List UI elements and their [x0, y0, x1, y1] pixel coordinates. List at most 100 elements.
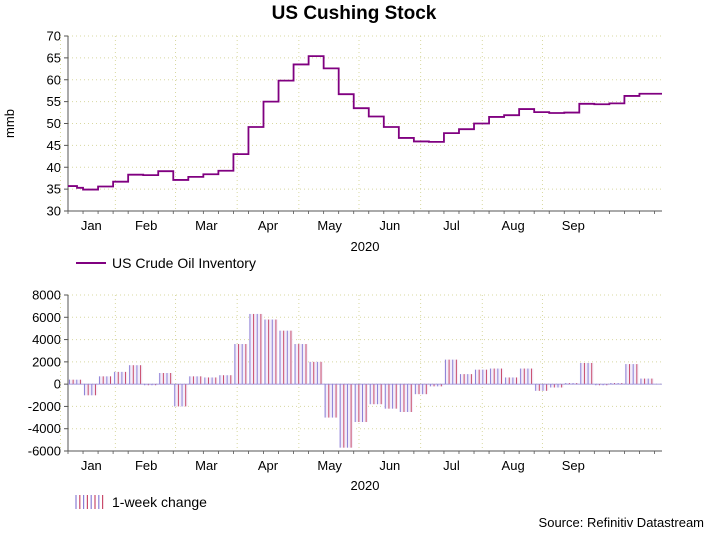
- bar-body: [444, 359, 459, 385]
- x-tick-label: Jun: [379, 458, 400, 473]
- bar: [459, 374, 474, 385]
- bar: [233, 344, 248, 385]
- y-tick-label: 6000: [32, 310, 61, 325]
- x-tick-label: Jan: [81, 218, 102, 233]
- bar-body: [609, 383, 624, 385]
- y-tick-label: 30: [47, 204, 61, 219]
- y-tick-label: 45: [47, 138, 61, 153]
- bar: [113, 371, 128, 385]
- inventory-line-panel: 30 35 40 45 50 55 60 65 70 Jan Feb Mar Apr May Jun Jul A…: [2, 29, 662, 271]
- bar-body: [294, 344, 308, 385]
- x-tick-label: Mar: [195, 458, 218, 473]
- bar-body: [83, 384, 98, 396]
- bar-body: [639, 378, 654, 385]
- bar: [188, 376, 203, 385]
- y-tick-label: -6000: [28, 444, 61, 459]
- bar-body: [564, 383, 579, 385]
- bar: [83, 384, 98, 396]
- bar-body: [579, 362, 594, 385]
- bar: [263, 319, 278, 385]
- y-tick-label: -2000: [28, 399, 61, 414]
- bar: [98, 376, 113, 385]
- bar: [579, 362, 594, 385]
- bar-body: [143, 384, 158, 386]
- bar: [369, 384, 383, 405]
- y-tick-label: 0: [54, 377, 61, 392]
- bar-body: [549, 384, 564, 388]
- bar-body: [98, 376, 113, 385]
- bar: [384, 384, 399, 409]
- x-tick-label: Apr: [258, 458, 279, 473]
- x-tick-label: Sep: [562, 458, 585, 473]
- bar-body: [429, 384, 444, 387]
- bar-body: [248, 313, 263, 385]
- bar-body: [339, 384, 353, 448]
- inventory-series-line: [68, 55, 662, 191]
- bar-body: [309, 361, 323, 385]
- bar-body: [128, 365, 143, 385]
- x-tick-label: May: [317, 458, 342, 473]
- bar: [639, 378, 654, 385]
- bar-body: [158, 373, 173, 385]
- x-tick-label: Feb: [135, 218, 157, 233]
- legend-label: 1-week change: [112, 494, 207, 510]
- y-tick-label: 4000: [32, 332, 61, 347]
- x-tick-label: Feb: [135, 458, 157, 473]
- legend-bar-swatch: [75, 495, 104, 509]
- bar-body: [233, 344, 248, 385]
- bar: [489, 368, 504, 385]
- x-tick-label: Jan: [81, 458, 102, 473]
- bar-body: [188, 376, 203, 385]
- x-tick-label: Mar: [195, 218, 218, 233]
- bar-body: [218, 375, 233, 385]
- bar-body: [173, 384, 188, 407]
- bar: [624, 364, 639, 385]
- bar: [279, 330, 293, 385]
- x-tick-label: Jul: [443, 218, 460, 233]
- bar-body: [279, 330, 293, 385]
- bar: [68, 379, 83, 385]
- bar-body: [263, 319, 278, 385]
- bar: [128, 365, 143, 385]
- bar: [504, 377, 519, 385]
- bar-body: [369, 384, 383, 405]
- bar: [534, 384, 549, 391]
- bar: [294, 344, 308, 385]
- x-tick-label: Jul: [443, 458, 460, 473]
- bar: [519, 368, 534, 385]
- bar: [399, 384, 414, 412]
- bar: [158, 373, 173, 385]
- bar: [173, 384, 188, 407]
- bar: [248, 313, 263, 385]
- y-tick-label: 60: [47, 72, 61, 87]
- bar-body: [459, 374, 474, 385]
- bar-body: [414, 384, 429, 395]
- bar-body: [519, 368, 534, 385]
- bar: [354, 384, 368, 423]
- bar-body: [384, 384, 399, 409]
- bar-body: [489, 368, 504, 385]
- x-tick-label: Sep: [562, 218, 585, 233]
- bar: [324, 384, 338, 418]
- bar-body: [534, 384, 549, 391]
- bar-body: [594, 384, 609, 386]
- y-tick-label: 50: [47, 116, 61, 131]
- y-axis-title: mmb: [2, 109, 17, 138]
- x-tick-label: May: [317, 218, 342, 233]
- y-tick-label: 35: [47, 182, 61, 197]
- bar-body: [474, 369, 489, 385]
- bar-body: [354, 384, 368, 423]
- bar: [549, 384, 564, 388]
- bar-body: [113, 371, 128, 385]
- bar-body: [504, 377, 519, 385]
- bar-body: [68, 379, 83, 385]
- bar: [339, 384, 353, 448]
- legend-label: US Crude Oil Inventory: [112, 255, 256, 271]
- x-axis-title: 2020: [351, 478, 380, 493]
- y-tick-label: 70: [47, 29, 61, 44]
- y-tick-label: -4000: [28, 421, 61, 436]
- bar: [474, 369, 489, 385]
- bar: [309, 361, 323, 385]
